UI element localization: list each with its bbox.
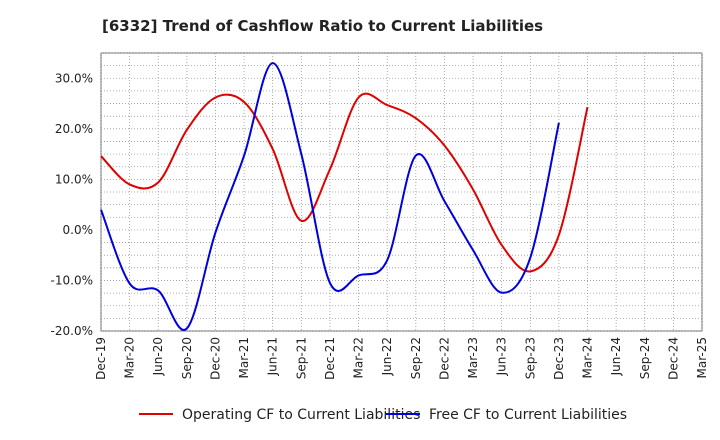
x-tick-label: Dec-24	[666, 337, 680, 380]
grid-lines	[100, 52, 703, 332]
legend-label: Operating CF to Current Liabilities	[182, 407, 420, 423]
y-tick-label: 10.0%	[55, 172, 93, 186]
x-tick-label: Mar-21	[237, 337, 251, 378]
x-tick-label: Jun-23	[495, 337, 509, 376]
x-tick-label: Mar-24	[581, 337, 595, 378]
y-tick-label: 30.0%	[55, 71, 93, 85]
x-tick-label: Mar-25	[695, 337, 709, 378]
x-tick-label: Dec-20	[208, 337, 222, 380]
x-tick-label: Dec-21	[323, 337, 337, 380]
x-tick-label: Sep-23	[523, 337, 537, 379]
x-tick-label: Jun-24	[609, 337, 623, 376]
x-tick-label: Jun-20	[151, 337, 165, 376]
y-tick-label: -20.0%	[51, 324, 93, 338]
y-tick-label: 20.0%	[55, 122, 93, 136]
x-tick-label: Mar-23	[466, 337, 480, 378]
x-tick-label: Mar-22	[352, 337, 366, 378]
x-tick-label: Jun-22	[380, 337, 394, 376]
x-tick-label: Mar-20	[123, 337, 137, 378]
y-tick-label: -10.0%	[51, 273, 93, 287]
x-tick-label: Dec-19	[94, 337, 108, 380]
legend: Operating CF to Current Liabilities Free …	[139, 407, 627, 423]
y-axis-ticks: 30.0% 20.0% 10.0% 0.0% -10.0% -20.0%	[51, 71, 93, 338]
chart-title: [6332] Trend of Cashflow Ratio to Curren…	[102, 17, 543, 35]
x-tick-label: Dec-22	[437, 337, 451, 380]
y-tick-label: 0.0%	[63, 223, 94, 237]
x-axis-ticks: Dec-19 Mar-20 Jun-20 Sep-20 Dec-20 Mar-21 Jun-…	[94, 337, 709, 380]
x-tick-label: Sep-22	[409, 337, 423, 379]
x-tick-label: Dec-23	[552, 337, 566, 380]
series-line-free-cf	[100, 62, 560, 331]
x-tick-label: Jun-21	[266, 337, 280, 376]
series-line-operating-cf	[100, 92, 589, 273]
x-tick-label: Sep-21	[294, 337, 308, 379]
series-lines	[100, 62, 589, 331]
legend-label: Free CF to Current Liabilities	[429, 407, 627, 423]
x-tick-label: Sep-20	[180, 337, 194, 379]
x-tick-label: Sep-24	[638, 337, 652, 379]
